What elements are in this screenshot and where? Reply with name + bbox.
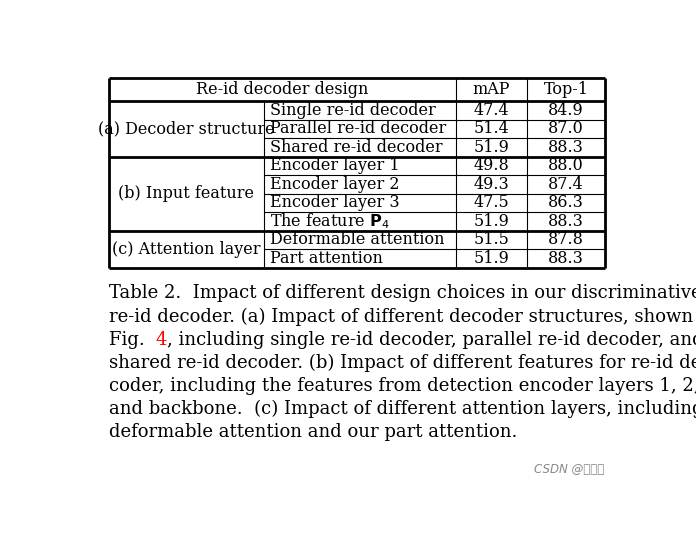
Text: 47.5: 47.5 xyxy=(474,195,509,211)
Text: 47.4: 47.4 xyxy=(474,102,509,119)
Text: re-id decoder. (a) Impact of different decoder structures, shown in: re-id decoder. (a) Impact of different d… xyxy=(109,308,696,326)
Text: Encoder layer 3: Encoder layer 3 xyxy=(270,195,400,211)
Text: Part attention: Part attention xyxy=(270,250,383,267)
Text: 51.9: 51.9 xyxy=(473,213,509,230)
Text: (a) Decoder structure: (a) Decoder structure xyxy=(98,120,274,138)
Text: 51.9: 51.9 xyxy=(473,250,509,267)
Text: 88.3: 88.3 xyxy=(548,139,584,156)
Text: (c) Attention layer: (c) Attention layer xyxy=(112,241,260,257)
Text: shared re-id decoder. (b) Impact of different features for re-id de-: shared re-id decoder. (b) Impact of diff… xyxy=(109,354,696,372)
Text: Encoder layer 1: Encoder layer 1 xyxy=(270,157,400,175)
Text: 51.9: 51.9 xyxy=(473,139,509,156)
Text: 4: 4 xyxy=(156,331,167,349)
Text: The feature $\mathbf{P}_4$: The feature $\mathbf{P}_4$ xyxy=(270,211,390,231)
Text: 84.9: 84.9 xyxy=(548,102,584,119)
Text: Encoder layer 2: Encoder layer 2 xyxy=(270,176,400,193)
Text: 49.8: 49.8 xyxy=(474,157,509,175)
Text: mAP: mAP xyxy=(473,81,510,98)
Text: 88.3: 88.3 xyxy=(548,250,584,267)
Text: Parallel re-id decoder: Parallel re-id decoder xyxy=(270,120,446,138)
Text: 86.3: 86.3 xyxy=(548,195,584,211)
Text: Single re-id decoder: Single re-id decoder xyxy=(270,102,436,119)
Text: , including single re-id decoder, parallel re-id decoder, and: , including single re-id decoder, parall… xyxy=(167,331,696,349)
Text: Top-1: Top-1 xyxy=(544,81,588,98)
Text: 87.4: 87.4 xyxy=(548,176,584,193)
Text: 51.4: 51.4 xyxy=(474,120,509,138)
Text: Table 2.  Impact of different design choices in our discriminative: Table 2. Impact of different design choi… xyxy=(109,285,696,302)
Text: deformable attention and our part attention.: deformable attention and our part attent… xyxy=(109,423,517,441)
Text: Re-id decoder design: Re-id decoder design xyxy=(196,81,368,98)
Text: 51.5: 51.5 xyxy=(473,231,509,248)
Text: Fig.: Fig. xyxy=(109,331,156,349)
Text: and backbone.  (c) Impact of different attention layers, including: and backbone. (c) Impact of different at… xyxy=(109,400,696,418)
Text: 87.8: 87.8 xyxy=(548,231,584,248)
Text: 87.0: 87.0 xyxy=(548,120,584,138)
Text: 88.0: 88.0 xyxy=(548,157,584,175)
Text: Deformable attention: Deformable attention xyxy=(270,231,445,248)
Text: 88.3: 88.3 xyxy=(548,213,584,230)
Text: (b) Input feature: (b) Input feature xyxy=(118,185,254,202)
Text: 49.3: 49.3 xyxy=(474,176,509,193)
Text: CSDN @夺小汁: CSDN @夺小汁 xyxy=(535,463,605,476)
Text: Shared re-id decoder: Shared re-id decoder xyxy=(270,139,443,156)
Text: coder, including the features from detection encoder layers 1, 2, 3: coder, including the features from detec… xyxy=(109,377,696,395)
